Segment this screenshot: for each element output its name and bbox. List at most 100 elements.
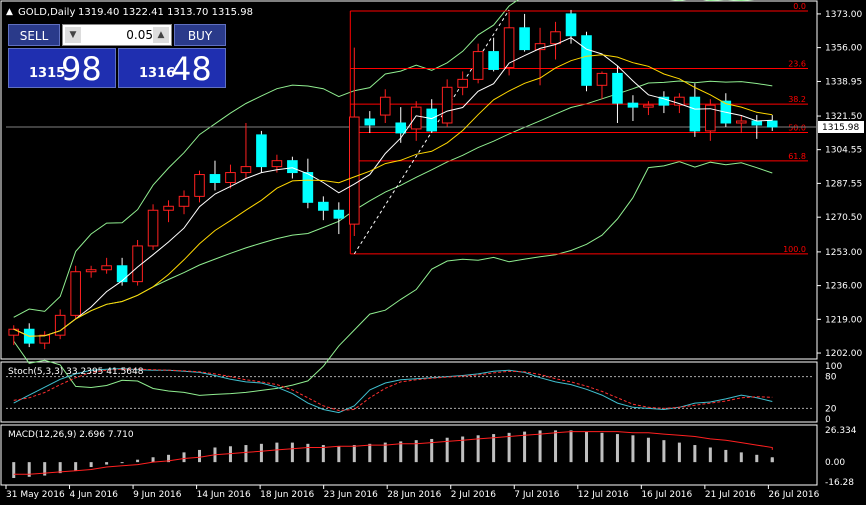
candle-body[interactable] <box>612 72 623 104</box>
candle-body[interactable] <box>627 102 639 108</box>
symbol-title: GOLD,Daily <box>18 7 75 18</box>
fib-level-label: 0.0 <box>793 2 806 11</box>
ask-price-box[interactable]: 1316 48 <box>118 48 226 88</box>
macd-histogram-bar <box>290 442 294 463</box>
macd-histogram-bar <box>770 458 774 463</box>
candle-body[interactable] <box>596 72 608 86</box>
candle-body[interactable] <box>426 108 437 132</box>
candle-body[interactable] <box>163 205 174 211</box>
candle-body[interactable] <box>209 174 221 183</box>
time-axis-label: 14 Jun 2016 <box>197 490 251 500</box>
price-axis-label: 1287.55 <box>825 179 862 189</box>
candle-body[interactable] <box>503 27 515 68</box>
time-axis-label: 31 May 2016 <box>6 490 65 500</box>
macd-histogram-bar <box>43 462 47 476</box>
candle-body[interactable] <box>674 96 685 106</box>
lot-size-input[interactable]: 0.05 <box>126 28 153 42</box>
candle-body[interactable] <box>705 104 716 132</box>
macd-histogram-bar <box>105 462 109 465</box>
macd-histogram-bar <box>461 436 465 463</box>
candle-body[interactable] <box>550 31 561 45</box>
candle-body[interactable] <box>441 86 453 124</box>
macd-histogram-bar <box>74 462 78 471</box>
macd-histogram-bar <box>662 440 666 463</box>
fib-level-label: 23.6 <box>788 59 806 68</box>
time-axis-label: 7 Jul 2016 <box>514 490 559 500</box>
candle-body[interactable] <box>333 209 345 219</box>
price-axis-label: 1373.00 <box>825 10 862 20</box>
main-chart-panel[interactable] <box>0 0 818 360</box>
macd-panel[interactable] <box>0 424 818 486</box>
sell-button[interactable]: SELL <box>8 24 60 46</box>
macd-histogram-bar <box>259 443 263 463</box>
bollinger-lower-line <box>13 161 773 396</box>
candle-body[interactable] <box>271 160 283 168</box>
candle-body[interactable] <box>54 314 66 336</box>
candle-body[interactable] <box>39 334 50 344</box>
time-axis-label: 21 Jul 2016 <box>705 490 756 500</box>
candle-body[interactable] <box>488 51 499 70</box>
lot-decrease-arrow-icon[interactable]: ▼ <box>65 27 81 43</box>
price-axis-label: 1338.95 <box>825 77 862 87</box>
bid-price-big: 98 <box>61 50 102 88</box>
candle-body[interactable] <box>534 43 546 51</box>
candle-body[interactable] <box>287 160 298 174</box>
candle-body[interactable] <box>240 166 252 174</box>
candle-body[interactable] <box>364 118 376 126</box>
candle-body[interactable] <box>194 174 205 197</box>
bid-price-box[interactable]: 1315 98 <box>8 48 116 88</box>
lot-size-stepper[interactable]: ▼ 0.05 ▲ <box>62 24 172 46</box>
candle-body[interactable] <box>565 13 577 37</box>
candle-body[interactable] <box>766 120 778 128</box>
candle-body[interactable] <box>178 195 190 207</box>
macd-title: MACD(12,26,9) 2.696 7.710 <box>8 430 134 440</box>
macd-histogram-bar <box>352 445 356 463</box>
candle-body[interactable] <box>457 78 468 88</box>
candle-body[interactable] <box>85 269 97 273</box>
ask-price-small: 1316 <box>139 66 176 81</box>
time-axis-label: 9 Jun 2016 <box>133 490 182 500</box>
candle-body[interactable] <box>349 116 360 225</box>
macd-histogram-bar <box>445 437 449 463</box>
macd-histogram-bar <box>507 432 511 463</box>
candle-body[interactable] <box>581 35 592 86</box>
candle-body[interactable] <box>147 209 159 247</box>
candle-body[interactable] <box>395 122 407 134</box>
buy-button[interactable]: BUY <box>174 24 226 46</box>
candle-body[interactable] <box>379 96 391 116</box>
price-axis-label: 1236.00 <box>825 282 862 292</box>
candle-body[interactable] <box>318 201 329 211</box>
lot-increase-arrow-icon[interactable]: ▲ <box>153 27 169 43</box>
candle-body[interactable] <box>116 265 128 283</box>
candle-body[interactable] <box>256 134 267 168</box>
bollinger-upper-line <box>13 0 755 318</box>
time-axis-label: 4 Jun 2016 <box>70 490 119 500</box>
candle-body[interactable] <box>658 96 670 106</box>
candle-body[interactable] <box>751 120 763 126</box>
candle-body[interactable] <box>225 172 236 183</box>
candle-body[interactable] <box>519 27 530 51</box>
macd-histogram-bar <box>198 449 201 463</box>
candle-body[interactable] <box>70 271 81 316</box>
macd-histogram-bar <box>368 443 372 463</box>
macd-signal-line <box>13 431 773 475</box>
macd-axis-label: -16.28 <box>825 478 854 488</box>
macd-histogram-bar <box>569 430 573 463</box>
stoch-axis-label: 100 <box>825 362 842 372</box>
stoch-panel[interactable] <box>0 361 818 423</box>
stoch-axis-label: 20 <box>825 404 837 414</box>
candle-body[interactable] <box>302 172 314 203</box>
macd-histogram-bar <box>646 437 650 463</box>
macd-histogram-bar <box>708 447 712 463</box>
candle-body[interactable] <box>101 265 112 271</box>
current-price-tag <box>818 120 864 133</box>
candle-body[interactable] <box>736 120 747 124</box>
ohlc-readout: 1319.40 1322.41 1313.70 1315.98 <box>78 7 253 18</box>
candle-body[interactable] <box>472 51 484 80</box>
time-axis-label: 23 Jun 2016 <box>324 490 378 500</box>
candle-body[interactable] <box>410 106 422 130</box>
candle-body[interactable] <box>8 328 20 336</box>
candle-body[interactable] <box>689 96 701 132</box>
candle-body[interactable] <box>643 104 654 108</box>
